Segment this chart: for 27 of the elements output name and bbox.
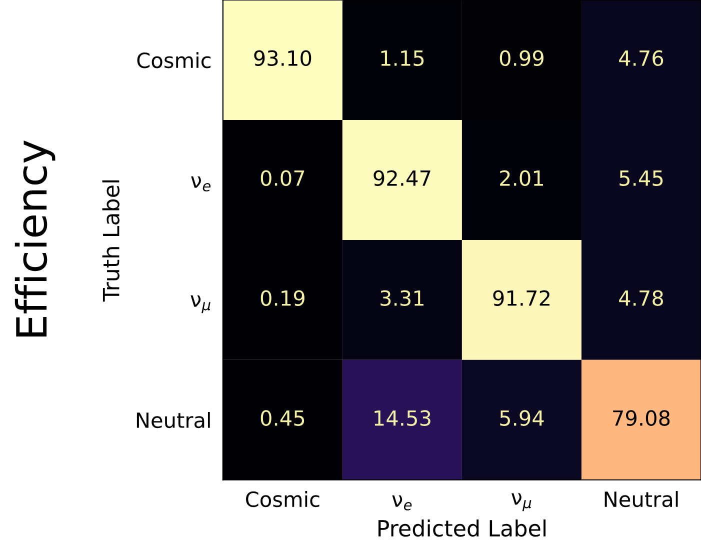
x-tick-label: ν$_{e}$ bbox=[392, 495, 412, 510]
data-label: 0.07 bbox=[260, 170, 304, 186]
data-label: 79.08 bbox=[613, 410, 670, 426]
data-label: 0.19 bbox=[260, 290, 304, 306]
data-label: 91.72 bbox=[493, 290, 550, 306]
data-label: 93.10 bbox=[254, 50, 312, 66]
data-label: 2.01 bbox=[500, 170, 543, 186]
y-tick-label: ν$_{μ}$ bbox=[190, 295, 210, 314]
y-tick-label: Cosmic bbox=[137, 52, 211, 68]
data-label: 14.53 bbox=[374, 410, 430, 426]
data-label: 3.31 bbox=[380, 290, 424, 306]
data-label: 4.76 bbox=[619, 50, 664, 66]
data-label: 5.45 bbox=[620, 170, 663, 186]
data-label: 5.94 bbox=[500, 410, 544, 426]
data-label: 0.45 bbox=[260, 410, 304, 426]
text: Efficiency bbox=[14, 140, 56, 337]
data-label: 0.99 bbox=[500, 50, 544, 66]
x-tick-label: Cosmic bbox=[246, 490, 320, 508]
y-axis-title: Truth Label bbox=[102, 180, 120, 302]
data-label: 4.78 bbox=[619, 290, 664, 306]
x-axis-title: Predicted Label bbox=[378, 519, 546, 537]
y-tick-label: ν$_{e}$ bbox=[191, 176, 211, 192]
data-label: 92.47 bbox=[374, 170, 430, 186]
data-label: 1.15 bbox=[381, 50, 424, 66]
y-tick-label: Neutral bbox=[136, 412, 210, 428]
x-tick-label: ν$_{μ}$ bbox=[512, 493, 532, 512]
x-tick-label: Neutral bbox=[604, 490, 678, 508]
